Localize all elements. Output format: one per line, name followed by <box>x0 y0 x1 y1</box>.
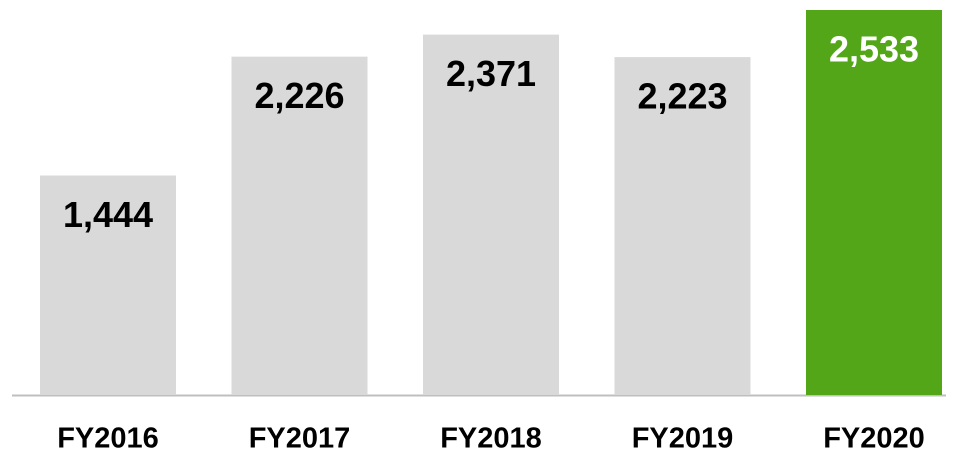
x-tick-label: FY2020 <box>823 423 925 455</box>
data-label: 2,533 <box>829 29 919 70</box>
data-label: 2,226 <box>254 75 344 116</box>
data-label: 2,223 <box>637 76 727 117</box>
bar <box>40 175 176 395</box>
data-label: 1,444 <box>63 194 153 235</box>
data-label: 2,371 <box>446 53 536 94</box>
x-tick-label: FY2017 <box>249 423 351 455</box>
x-tick-label: FY2019 <box>632 423 734 455</box>
bar <box>231 56 368 396</box>
bar <box>423 34 559 395</box>
x-tick-label: FY2018 <box>440 423 542 455</box>
bar <box>806 10 942 395</box>
x-tick-label: FY2016 <box>57 423 159 455</box>
bar <box>614 57 751 395</box>
